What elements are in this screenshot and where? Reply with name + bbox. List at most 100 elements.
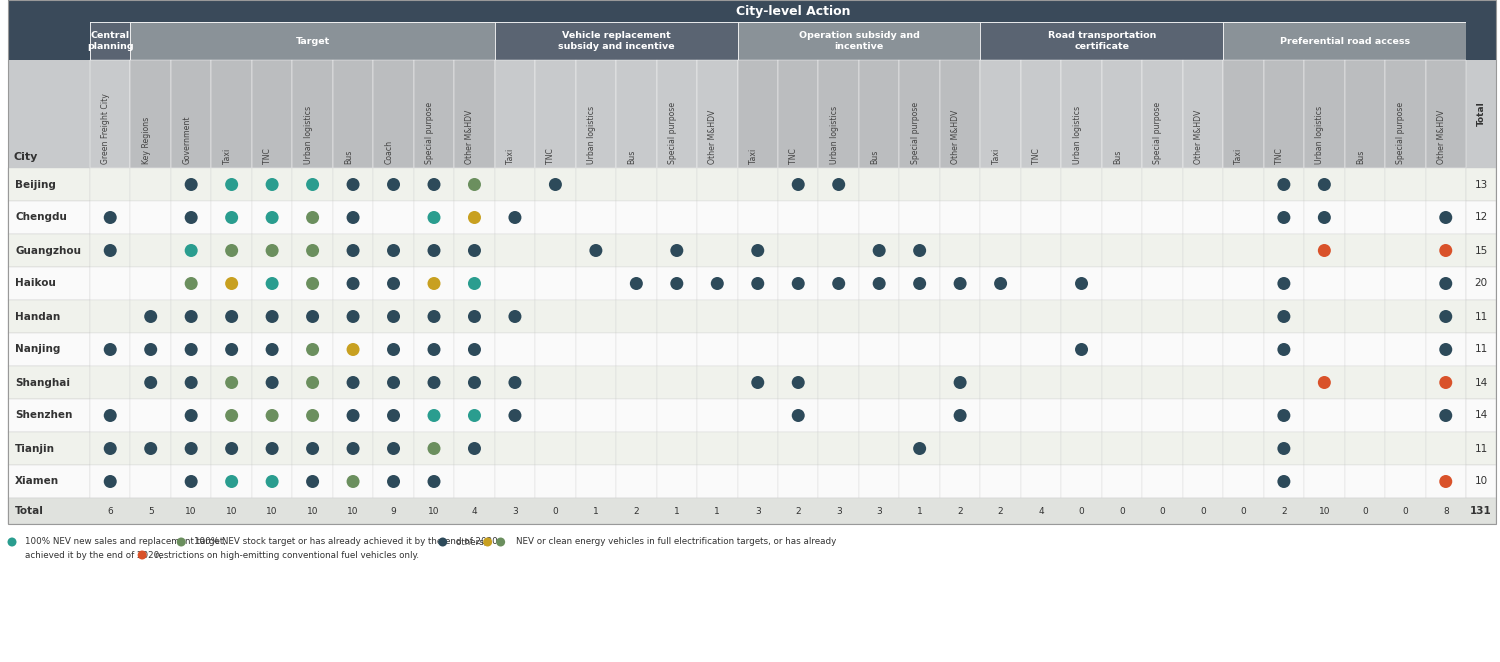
Bar	[292, 201, 333, 234]
Text: City: City	[13, 152, 39, 162]
Text: 0: 0	[552, 506, 558, 516]
Bar	[1222, 399, 1263, 432]
Bar	[374, 366, 414, 399]
Bar	[616, 333, 657, 366]
Bar	[495, 60, 536, 168]
Circle shape	[346, 211, 360, 224]
Circle shape	[266, 376, 279, 389]
Bar	[778, 267, 819, 300]
Bar	[738, 333, 778, 366]
Text: 10: 10	[429, 506, 439, 516]
Text: 2: 2	[633, 506, 639, 516]
Bar	[1384, 399, 1425, 432]
Bar	[1304, 201, 1344, 234]
Bar	[940, 432, 981, 465]
Circle shape	[144, 343, 158, 356]
Circle shape	[346, 244, 360, 257]
Bar	[495, 432, 536, 465]
Bar	[8, 399, 90, 432]
Bar	[576, 300, 616, 333]
Text: Urban logistics: Urban logistics	[303, 106, 312, 164]
Circle shape	[670, 277, 684, 290]
Bar	[1344, 60, 1384, 168]
Text: 1: 1	[714, 506, 720, 516]
Circle shape	[496, 538, 506, 547]
Text: 13: 13	[1474, 179, 1488, 189]
Bar	[778, 432, 819, 465]
Circle shape	[138, 551, 147, 559]
Bar	[333, 201, 374, 234]
Bar	[1384, 432, 1425, 465]
Bar	[900, 333, 940, 366]
Bar	[374, 300, 414, 333]
Bar	[1344, 201, 1384, 234]
Text: Central
planning: Central planning	[87, 31, 134, 51]
Bar	[252, 60, 292, 168]
Text: 9: 9	[390, 506, 396, 516]
Bar	[1425, 168, 1466, 201]
Bar	[454, 465, 495, 498]
Bar	[1344, 366, 1384, 399]
Bar	[414, 168, 454, 201]
Bar	[940, 201, 981, 234]
Bar	[1222, 465, 1263, 498]
Text: 3: 3	[512, 506, 518, 516]
Circle shape	[266, 343, 279, 356]
Bar	[778, 366, 819, 399]
Bar	[819, 234, 860, 267]
Circle shape	[427, 343, 441, 356]
Circle shape	[468, 376, 482, 389]
Text: Green Freight City: Green Freight City	[100, 93, 109, 164]
Circle shape	[1440, 310, 1452, 323]
Bar	[900, 201, 940, 234]
Circle shape	[346, 310, 360, 323]
Circle shape	[184, 178, 198, 191]
Bar	[454, 267, 495, 300]
Bar	[536, 168, 576, 201]
Bar	[1425, 60, 1466, 168]
Bar	[1384, 465, 1425, 498]
Bar	[171, 300, 211, 333]
Bar	[576, 168, 616, 201]
Bar	[8, 366, 90, 399]
Bar	[374, 267, 414, 300]
Bar	[1466, 168, 1496, 201]
Text: 1: 1	[916, 506, 922, 516]
Bar	[1022, 60, 1062, 168]
Bar	[576, 201, 616, 234]
Bar	[1425, 234, 1466, 267]
Bar	[900, 399, 940, 432]
Bar	[819, 300, 860, 333]
Circle shape	[833, 277, 844, 290]
Bar	[900, 168, 940, 201]
Bar	[1263, 432, 1304, 465]
Bar	[1102, 399, 1142, 432]
Bar	[1022, 234, 1062, 267]
Bar	[1304, 432, 1344, 465]
Circle shape	[1278, 409, 1290, 422]
Text: Road transportation
certificate: Road transportation certificate	[1047, 31, 1156, 51]
Text: Government: Government	[182, 115, 190, 164]
Bar	[1062, 300, 1102, 333]
Circle shape	[225, 442, 238, 455]
Bar	[252, 399, 292, 432]
Text: Handan: Handan	[15, 312, 60, 322]
Bar	[1222, 168, 1263, 201]
Text: 11: 11	[1474, 444, 1488, 453]
Circle shape	[306, 178, 320, 191]
Circle shape	[427, 244, 441, 257]
Bar	[414, 399, 454, 432]
Bar	[130, 168, 171, 201]
Bar	[1384, 168, 1425, 201]
Text: Total: Total	[15, 506, 44, 516]
Bar	[859, 399, 900, 432]
Circle shape	[1318, 244, 1330, 257]
Bar	[211, 465, 252, 498]
Bar	[171, 60, 211, 168]
Bar	[1102, 300, 1142, 333]
Circle shape	[468, 277, 482, 290]
Circle shape	[1278, 277, 1290, 290]
Text: 0: 0	[1200, 506, 1206, 516]
Text: 5: 5	[148, 506, 153, 516]
Bar	[1102, 333, 1142, 366]
